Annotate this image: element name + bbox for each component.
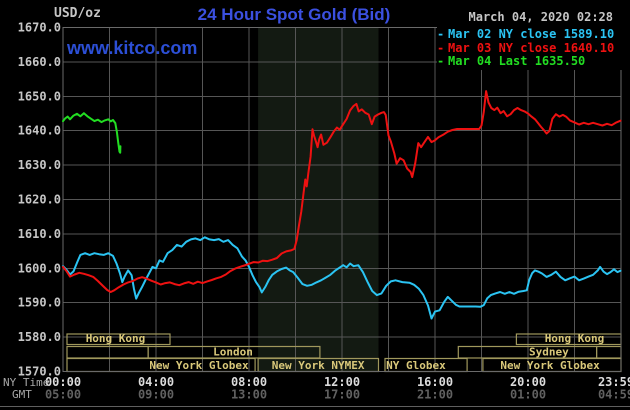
y-axis-tick-label: 1570.0	[18, 365, 61, 379]
y-axis-tick-label: 1670.0	[18, 21, 61, 35]
x-tick-gmt-time: 09:00	[138, 388, 174, 402]
legend: - Mar 02 NY close 1589.10 - Mar 03 NY clos…	[437, 27, 630, 70]
series-line-mar-03-ny-close	[62, 90, 622, 293]
y-axis-tick-label: 1620.0	[18, 193, 61, 207]
y-axis-tick-label: 1630.0	[18, 158, 61, 172]
legend-dash-icon: -	[437, 54, 445, 68]
x-tick-ny-time: 12:00	[324, 375, 360, 389]
series-line-mar-04-last	[62, 112, 122, 154]
session-label: New York Globex	[500, 359, 600, 372]
x-tick-gmt-time: 13:00	[231, 388, 267, 402]
y-axis-tick-label: 1640.0	[18, 124, 61, 138]
session-box	[66, 333, 171, 346]
session-box	[457, 345, 598, 359]
session-box	[66, 345, 149, 359]
x-tick-ny-time: 16:00	[417, 375, 453, 389]
y-axis-tick-label: 1660.0	[18, 55, 61, 69]
y-axis-tick-label: 1600.0	[18, 261, 61, 275]
x-tick-gmt-time: 21:00	[417, 388, 453, 402]
legend-item-mar04: - Mar 04 Last 1635.50	[437, 54, 630, 69]
y-axis-tick-label: 1590.0	[18, 296, 61, 310]
session-label: London	[213, 346, 253, 359]
x-tick-gmt-time: 17:00	[324, 388, 360, 402]
session-label: Hong Kong	[86, 332, 146, 345]
x-tick-gmt-time: 05:00	[45, 388, 81, 402]
legend-item-mar03: - Mar 03 NY close 1640.10	[437, 40, 630, 56]
session-label: New York Globex	[149, 359, 249, 372]
timestamp-label: March 04, 2020 02:28	[468, 10, 614, 24]
gmt-row-label: GMT	[12, 388, 32, 401]
plot-border	[62, 27, 622, 372]
chart-title: 24 Hour Spot Gold (Bid)	[197, 5, 391, 24]
legend-dash-icon: -	[437, 27, 445, 41]
legend-label: Mar 02 NY close 1589.10	[448, 27, 615, 41]
series-line-mar-02-ny-close	[62, 236, 622, 320]
session-label: Sydney	[529, 346, 569, 359]
x-tick-ny-time: 00:00	[45, 375, 81, 389]
y-axis-tick-label: 1610.0	[18, 227, 61, 241]
x-tick-ny-time: 20:00	[510, 375, 546, 389]
kitco-watermark-link[interactable]: www.kitco.com	[67, 38, 198, 58]
y-axis-tick-label: 1580.0	[18, 330, 61, 344]
legend-item-mar02: - Mar 02 NY close 1589.10	[437, 27, 630, 42]
x-tick-gmt-time: 01:00	[510, 388, 546, 402]
x-tick-ny-time: 23:59	[598, 375, 630, 389]
session-label: NY Globex	[386, 359, 446, 372]
session-box	[595, 345, 622, 359]
x-tick-gmt-time: 04:59	[598, 388, 630, 402]
x-tick-ny-time: 08:00	[231, 375, 267, 389]
session-label: Hong Kong	[545, 332, 605, 345]
x-tick-ny-time: 04:00	[138, 375, 174, 389]
legend-label: Mar 03 NY close 1640.10	[448, 40, 615, 55]
legend-dash-icon: -	[437, 40, 445, 55]
ny-time-row-label: NY Time	[3, 376, 49, 389]
legend-label: Mar 04 Last 1635.50	[448, 54, 586, 68]
y-axis-tick-label: 1650.0	[18, 89, 61, 103]
unit-label: USD/oz	[54, 6, 101, 21]
session-label: New York NYMEX	[272, 359, 365, 372]
